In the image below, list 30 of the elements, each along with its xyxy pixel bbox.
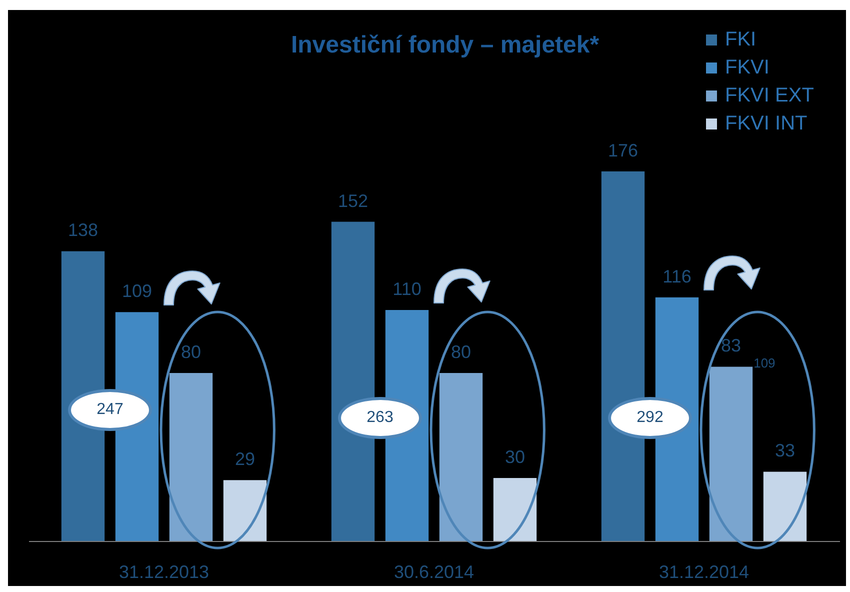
data-label: 138: [68, 220, 98, 240]
x-tick-label: 30.6.2014: [394, 562, 474, 582]
data-label: 109: [122, 281, 152, 302]
annotation: 292: [636, 409, 664, 426]
legend-label: FKVI EXT: [725, 84, 814, 107]
bar: [223, 480, 267, 541]
bar: [709, 366, 753, 541]
data-label: 152: [338, 190, 368, 211]
legend-label: FKVI INT: [725, 112, 808, 135]
data-label: 29: [234, 449, 256, 470]
legend-label: FKI: [725, 28, 756, 51]
bar: [169, 373, 213, 541]
bar: [439, 373, 483, 541]
x-tick-label: 31.12.2013: [118, 562, 210, 582]
annotation: 247: [96, 401, 124, 418]
legend-label: FKVI: [725, 56, 770, 79]
bar: [763, 472, 807, 541]
chart-title: Investiční fondy – majetek*: [290, 32, 600, 59]
data-label: 30: [504, 446, 526, 467]
data-label: 176: [608, 140, 638, 160]
annotation: 263: [366, 409, 394, 426]
data-label: 116: [662, 266, 692, 286]
data-label: 80: [450, 342, 472, 362]
data-label: 33: [774, 440, 796, 461]
data-label: 80: [180, 342, 202, 362]
data-label: 110: [392, 278, 422, 299]
data-label: 83: [720, 336, 742, 356]
bar: [493, 478, 537, 541]
x-tick-label: 31.12.2014: [658, 562, 750, 582]
annotation: 109: [754, 356, 776, 370]
